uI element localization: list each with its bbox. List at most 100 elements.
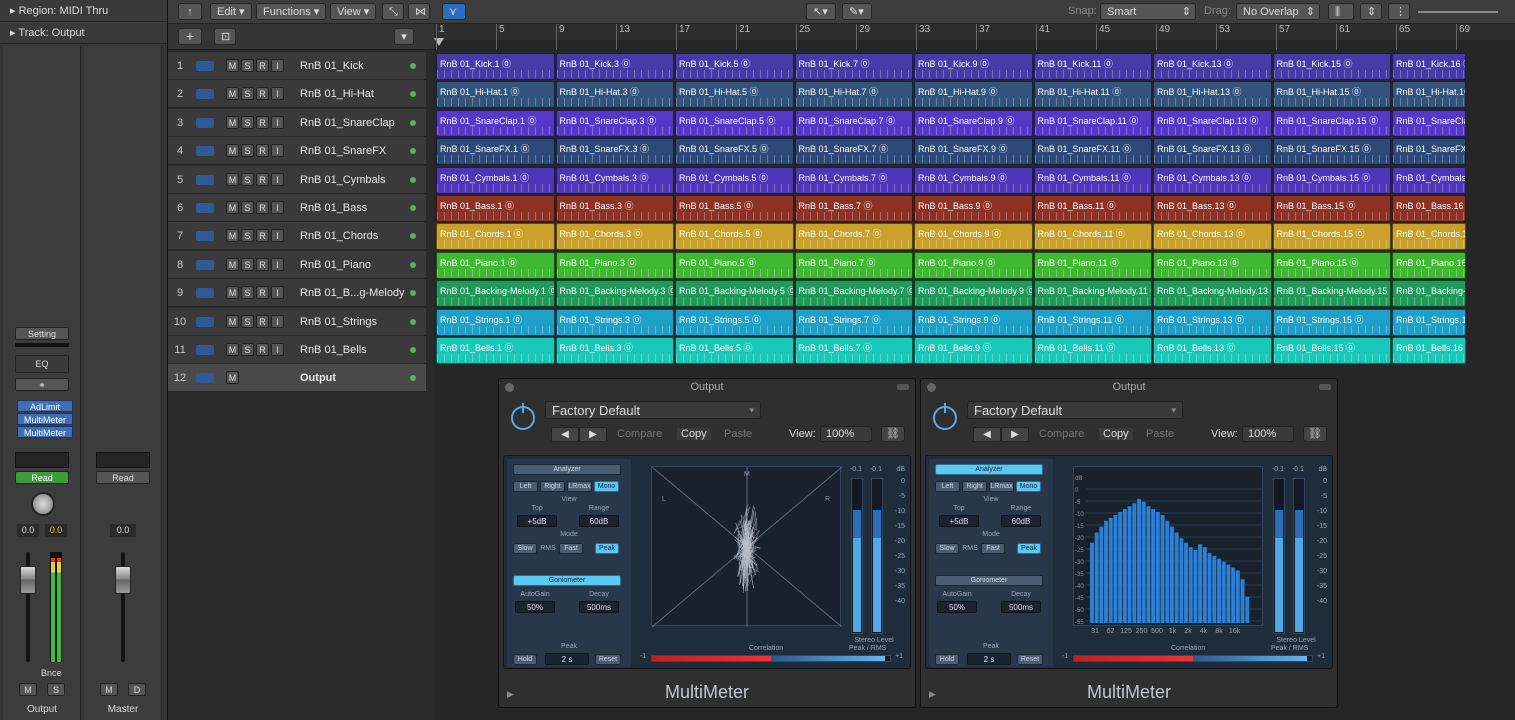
region[interactable]: RnB 01_Hi-Hat.3 ⓪ xyxy=(555,81,674,109)
volume-fader-track[interactable] xyxy=(26,552,30,662)
mute-button[interactable]: M xyxy=(19,683,37,696)
region[interactable]: RnB 01_Cymbals.7 ⓪ xyxy=(794,166,913,194)
reset-button[interactable]: Reset xyxy=(595,654,621,665)
track-record-button[interactable]: R xyxy=(256,229,269,243)
region[interactable]: RnB 01_Cymbals.13 ⓪ xyxy=(1153,166,1272,194)
region[interactable]: RnB 01_SnareClap.3 ⓪ xyxy=(555,109,674,137)
region[interactable]: RnB 01_SnareFX.1 ⓪ xyxy=(436,138,555,166)
master-volume-fader[interactable] xyxy=(115,566,131,594)
global-tracks-icon[interactable]: ▾ xyxy=(394,28,414,45)
track-record-button[interactable]: R xyxy=(256,201,269,214)
region[interactable]: RnB 01_Hi-Hat.16 ⓪ xyxy=(1392,81,1466,109)
track-input-monitor-button[interactable]: I xyxy=(271,201,284,214)
master-mute-button[interactable]: M xyxy=(100,683,118,696)
track-name[interactable]: RnB 01_Hi-Hat xyxy=(300,88,374,101)
region[interactable]: RnB 01_Piano.15 ⓪ xyxy=(1272,251,1391,279)
region[interactable]: RnB 01_Backing-Melody.16 ⓪ xyxy=(1392,280,1466,308)
region[interactable]: RnB 01_Bells.7 ⓪ xyxy=(794,337,913,364)
region[interactable]: RnB 01_Strings.16 ⓪ xyxy=(1392,308,1466,336)
next-preset-icon[interactable]: ▶ xyxy=(1001,427,1029,442)
track-header-12[interactable]: 12 M Output xyxy=(168,364,426,393)
track-instrument-icon[interactable] xyxy=(196,288,214,299)
track-mute-button[interactable]: M xyxy=(226,201,239,214)
flex-icon[interactable]: ⋈ xyxy=(408,3,430,20)
track-header-9[interactable]: 9 M S R I RnB 01_B...g-Melody xyxy=(168,279,426,308)
track-header-10[interactable]: 10 M S R I RnB 01_Strings xyxy=(168,307,426,336)
track-solo-button[interactable]: S xyxy=(241,201,254,214)
track-mute-button[interactable]: M xyxy=(226,286,239,300)
plugin-slot-multimeter-1[interactable]: MultiMeter xyxy=(17,413,73,425)
track-mute-button[interactable]: M xyxy=(226,314,239,328)
channel-mode-button[interactable]: Left xyxy=(513,481,538,492)
hold-time-field[interactable]: 2 s xyxy=(545,653,589,665)
peak-mode-button[interactable]: Peak xyxy=(1017,543,1041,554)
catch-playhead-icon[interactable]: ⋎ xyxy=(442,3,466,20)
region[interactable]: RnB 01_Piano.13 ⓪ xyxy=(1153,251,1272,279)
track-solo-button[interactable]: S xyxy=(241,115,254,129)
pencil-tool-icon[interactable]: ✎▾ xyxy=(842,3,872,20)
region[interactable]: RnB 01_Hi-Hat.15 ⓪ xyxy=(1272,81,1391,109)
region[interactable]: RnB 01_Kick.3 ⓪ xyxy=(555,53,674,80)
zoom-slider[interactable] xyxy=(1418,11,1498,13)
hold-button[interactable]: Hold xyxy=(935,654,959,665)
track-record-button[interactable]: R xyxy=(256,314,269,328)
view-zoom-select[interactable]: 100% xyxy=(1242,426,1294,442)
track-solo-button[interactable]: S xyxy=(241,59,254,72)
compare-button[interactable]: Compare xyxy=(1039,428,1085,440)
region[interactable]: RnB 01_Hi-Hat.5 ⓪ xyxy=(675,81,794,109)
region[interactable]: RnB 01_Strings.7 ⓪ xyxy=(794,308,913,336)
channel-mode-button[interactable]: Mono xyxy=(1016,481,1041,492)
track-input-monitor-button[interactable]: I xyxy=(271,144,284,158)
range-value-field[interactable]: 60dB xyxy=(1001,515,1041,527)
track-input-monitor-button[interactable]: I xyxy=(271,314,284,328)
region[interactable]: RnB 01_Bass.1 ⓪ xyxy=(436,195,555,222)
pointer-tool-icon[interactable]: ↖▾ xyxy=(806,3,836,20)
region[interactable]: RnB 01_SnareFX.15 ⓪ xyxy=(1272,138,1391,166)
track-name[interactable]: RnB 01_Chords xyxy=(300,230,379,243)
track-instrument-icon[interactable] xyxy=(196,89,214,100)
region[interactable]: RnB 01_SnareFX.5 ⓪ xyxy=(675,138,794,166)
track-folder-icon[interactable]: ⊡ xyxy=(214,28,236,45)
track-instrument-icon[interactable] xyxy=(196,345,214,355)
region[interactable]: RnB 01_Kick.5 ⓪ xyxy=(675,53,794,80)
region[interactable]: RnB 01_Backing-Melody.9 ⓪ xyxy=(914,280,1033,308)
region[interactable]: RnB 01_Bass.13 ⓪ xyxy=(1153,195,1272,222)
track-name[interactable]: RnB 01_SnareFX xyxy=(300,145,387,158)
region[interactable]: RnB 01_SnareFX.13 ⓪ xyxy=(1153,138,1272,166)
view-menu[interactable]: View ▾ xyxy=(330,3,377,20)
region[interactable]: RnB 01_SnareFX.16 ⓪ xyxy=(1392,138,1466,166)
track-header-6[interactable]: 6 M S R I RnB 01_Bass xyxy=(168,194,426,222)
region[interactable]: RnB 01_Backing-Melody.13 ⓪ xyxy=(1153,280,1272,308)
disclosure-triangle-icon[interactable]: ▶ xyxy=(507,689,514,699)
track-input-monitor-button[interactable]: I xyxy=(271,87,284,101)
region[interactable]: RnB 01_Bells.13 ⓪ xyxy=(1153,337,1272,364)
track-header-1[interactable]: 1 M S R I RnB 01_Kick xyxy=(168,52,426,80)
channel-mode-button[interactable]: Mono xyxy=(594,481,619,492)
region[interactable]: RnB 01_Backing-Melody.5 ⓪ xyxy=(675,280,794,308)
decay-value-field[interactable]: 500ms xyxy=(579,601,619,613)
region[interactable]: RnB 01_Piano.16 ⓪ xyxy=(1392,251,1466,279)
drag-select[interactable]: No Overlap ⇕ xyxy=(1236,3,1320,20)
region[interactable]: RnB 01_SnareClap.1 ⓪ xyxy=(436,109,555,137)
track-mute-button[interactable]: M xyxy=(226,343,239,356)
preset-select[interactable]: Factory Default ▾ xyxy=(967,401,1183,419)
region[interactable]: RnB 01_SnareClap.13 ⓪ xyxy=(1153,109,1272,137)
region[interactable]: RnB 01_Strings.3 ⓪ xyxy=(555,308,674,336)
region[interactable]: RnB 01_Strings.5 ⓪ xyxy=(675,308,794,336)
previous-preset-icon[interactable]: ◀ xyxy=(973,427,1001,442)
region[interactable]: RnB 01_Bells.15 ⓪ xyxy=(1272,337,1391,364)
region[interactable]: RnB 01_Bells.9 ⓪ xyxy=(914,337,1033,364)
track-mute-button[interactable]: M xyxy=(226,257,239,271)
track-name[interactable]: RnB 01_Strings xyxy=(300,315,378,328)
waveform-zoom-icon[interactable]: ⫼ xyxy=(1328,3,1354,20)
track-mute-button[interactable]: M xyxy=(226,59,239,72)
vertical-zoom-icon[interactable]: ⇕ xyxy=(1360,3,1382,20)
track-header-4[interactable]: 4 M S R I RnB 01_SnareFX xyxy=(168,137,426,166)
region[interactable]: RnB 01_Bells.5 ⓪ xyxy=(675,337,794,364)
track-instrument-icon[interactable] xyxy=(196,146,214,157)
catch-up-icon[interactable]: ↑ xyxy=(178,3,202,20)
region[interactable]: RnB 01_Cymbals.16 ⓪ xyxy=(1392,166,1466,194)
track-name[interactable]: RnB 01_Bass xyxy=(300,202,368,214)
add-track-button[interactable]: + xyxy=(178,28,202,45)
preset-select[interactable]: Factory Default ▾ xyxy=(545,401,761,419)
